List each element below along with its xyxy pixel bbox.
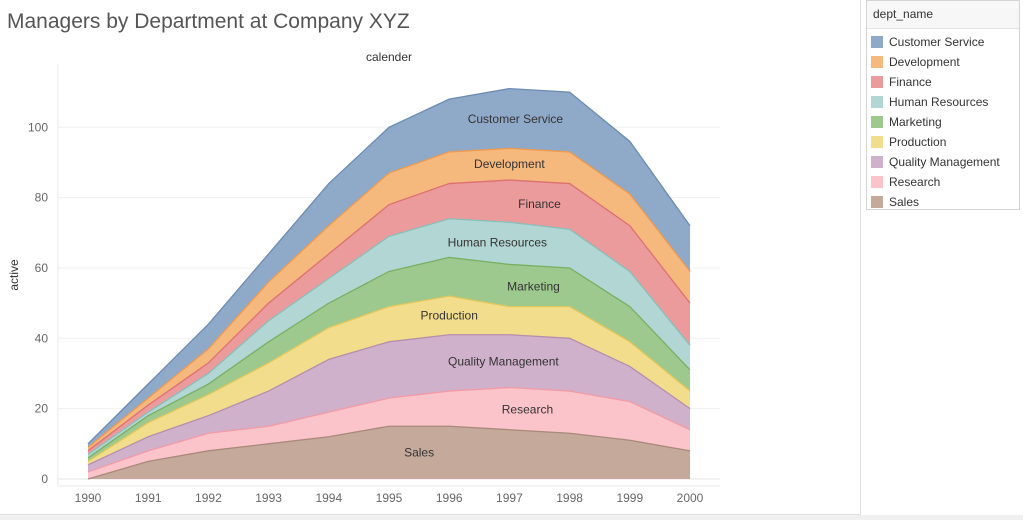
area-research[interactable] xyxy=(88,387,690,479)
area-label: Sales xyxy=(404,446,434,460)
area-line-development xyxy=(87,147,691,448)
legend: dept_name Customer Service Development Fin… xyxy=(866,0,1020,210)
area-marketing[interactable] xyxy=(88,257,690,462)
area-line-sales xyxy=(87,425,691,480)
area-label: Research xyxy=(502,403,553,417)
area-sales[interactable] xyxy=(88,426,690,479)
chart-title: Managers by Department at Company XYZ xyxy=(7,10,410,33)
legend-item[interactable]: Customer Service xyxy=(867,32,1019,52)
area-label: Finance xyxy=(518,197,561,211)
legend-swatch xyxy=(871,96,883,108)
legend-label: Research xyxy=(889,175,941,189)
legend-item[interactable]: Research xyxy=(867,172,1019,192)
legend-swatch xyxy=(871,136,883,148)
legend-title: dept_name xyxy=(867,1,1019,29)
y-axis-title: active xyxy=(7,259,21,291)
bottom-strip xyxy=(0,515,1023,520)
area-line-finance xyxy=(87,179,691,452)
legend-item[interactable]: Production xyxy=(867,132,1019,152)
legend-item[interactable]: Marketing xyxy=(867,112,1019,132)
y-tick-label: 80 xyxy=(35,191,49,205)
legend-item[interactable]: Development xyxy=(867,52,1019,72)
x-tick-label: 1998 xyxy=(556,491,583,505)
legend-item[interactable]: Human Resources xyxy=(867,92,1019,112)
area-quality-management[interactable] xyxy=(88,334,690,472)
area-label: Quality Management xyxy=(448,354,559,368)
area-label: Marketing xyxy=(507,279,560,293)
x-tick-label: 1993 xyxy=(255,491,282,505)
legend-swatch xyxy=(871,56,883,68)
legend-swatch xyxy=(871,36,883,48)
x-tick-label: 1996 xyxy=(436,491,463,505)
x-tick-label: 1991 xyxy=(135,491,162,505)
area-finance[interactable] xyxy=(88,180,690,455)
x-tick-label: 1999 xyxy=(616,491,643,505)
area-line-human-resources xyxy=(87,218,691,455)
area-human-resources[interactable] xyxy=(88,218,690,458)
area-label: Customer Service xyxy=(468,112,564,126)
legend-swatch xyxy=(871,196,883,208)
y-tick-label: 100 xyxy=(28,120,48,134)
legend-label: Development xyxy=(889,55,960,69)
x-tick-label: 1992 xyxy=(195,491,222,505)
area-line-marketing xyxy=(87,256,691,459)
legend-swatch xyxy=(871,76,883,88)
legend-item[interactable]: Quality Management xyxy=(867,152,1019,172)
legend-label: Production xyxy=(889,135,947,149)
x-tick-label: 1997 xyxy=(496,491,523,505)
area-line-customer-service xyxy=(87,87,691,445)
y-tick-label: 20 xyxy=(35,402,49,416)
legend-list: Customer Service Development Finance Human … xyxy=(867,29,1019,212)
legend-label: Quality Management xyxy=(889,155,1000,169)
legend-swatch xyxy=(871,156,883,168)
area-production[interactable] xyxy=(88,296,690,465)
x-tick-label: 1990 xyxy=(75,491,102,505)
legend-label: Marketing xyxy=(889,115,942,129)
x-tick-label: 2000 xyxy=(677,491,704,505)
column-header: calender xyxy=(366,50,412,64)
x-tick-label: 1995 xyxy=(376,491,403,505)
legend-label: Sales xyxy=(889,195,920,209)
legend-label: Human Resources xyxy=(889,95,989,109)
legend-item[interactable]: Finance xyxy=(867,72,1019,92)
y-tick-label: 0 xyxy=(41,472,48,486)
legend-swatch xyxy=(871,176,883,188)
legend-item[interactable]: Sales xyxy=(867,192,1019,212)
legend-label: Customer Service xyxy=(889,35,985,49)
area-label: Human Resources xyxy=(448,235,547,249)
area-chart[interactable]: 0 20 40 60 80 100 1990 1991 1992 1993 1994 1995 1996… xyxy=(0,0,860,514)
area-label: Development xyxy=(474,157,545,171)
legend-swatch xyxy=(871,116,883,128)
area-line-production xyxy=(87,295,691,462)
chart-pane: Managers by Department at Company XYZ 0 2… xyxy=(0,0,861,515)
y-tick-label: 60 xyxy=(35,261,49,275)
area-line-quality-management xyxy=(87,334,691,466)
area-line-research xyxy=(87,386,691,473)
y-tick-label: 40 xyxy=(35,331,49,345)
area-label: Production xyxy=(421,308,478,322)
legend-label: Finance xyxy=(889,75,932,89)
x-tick-label: 1994 xyxy=(315,491,342,505)
area-customer-service[interactable] xyxy=(88,88,690,448)
